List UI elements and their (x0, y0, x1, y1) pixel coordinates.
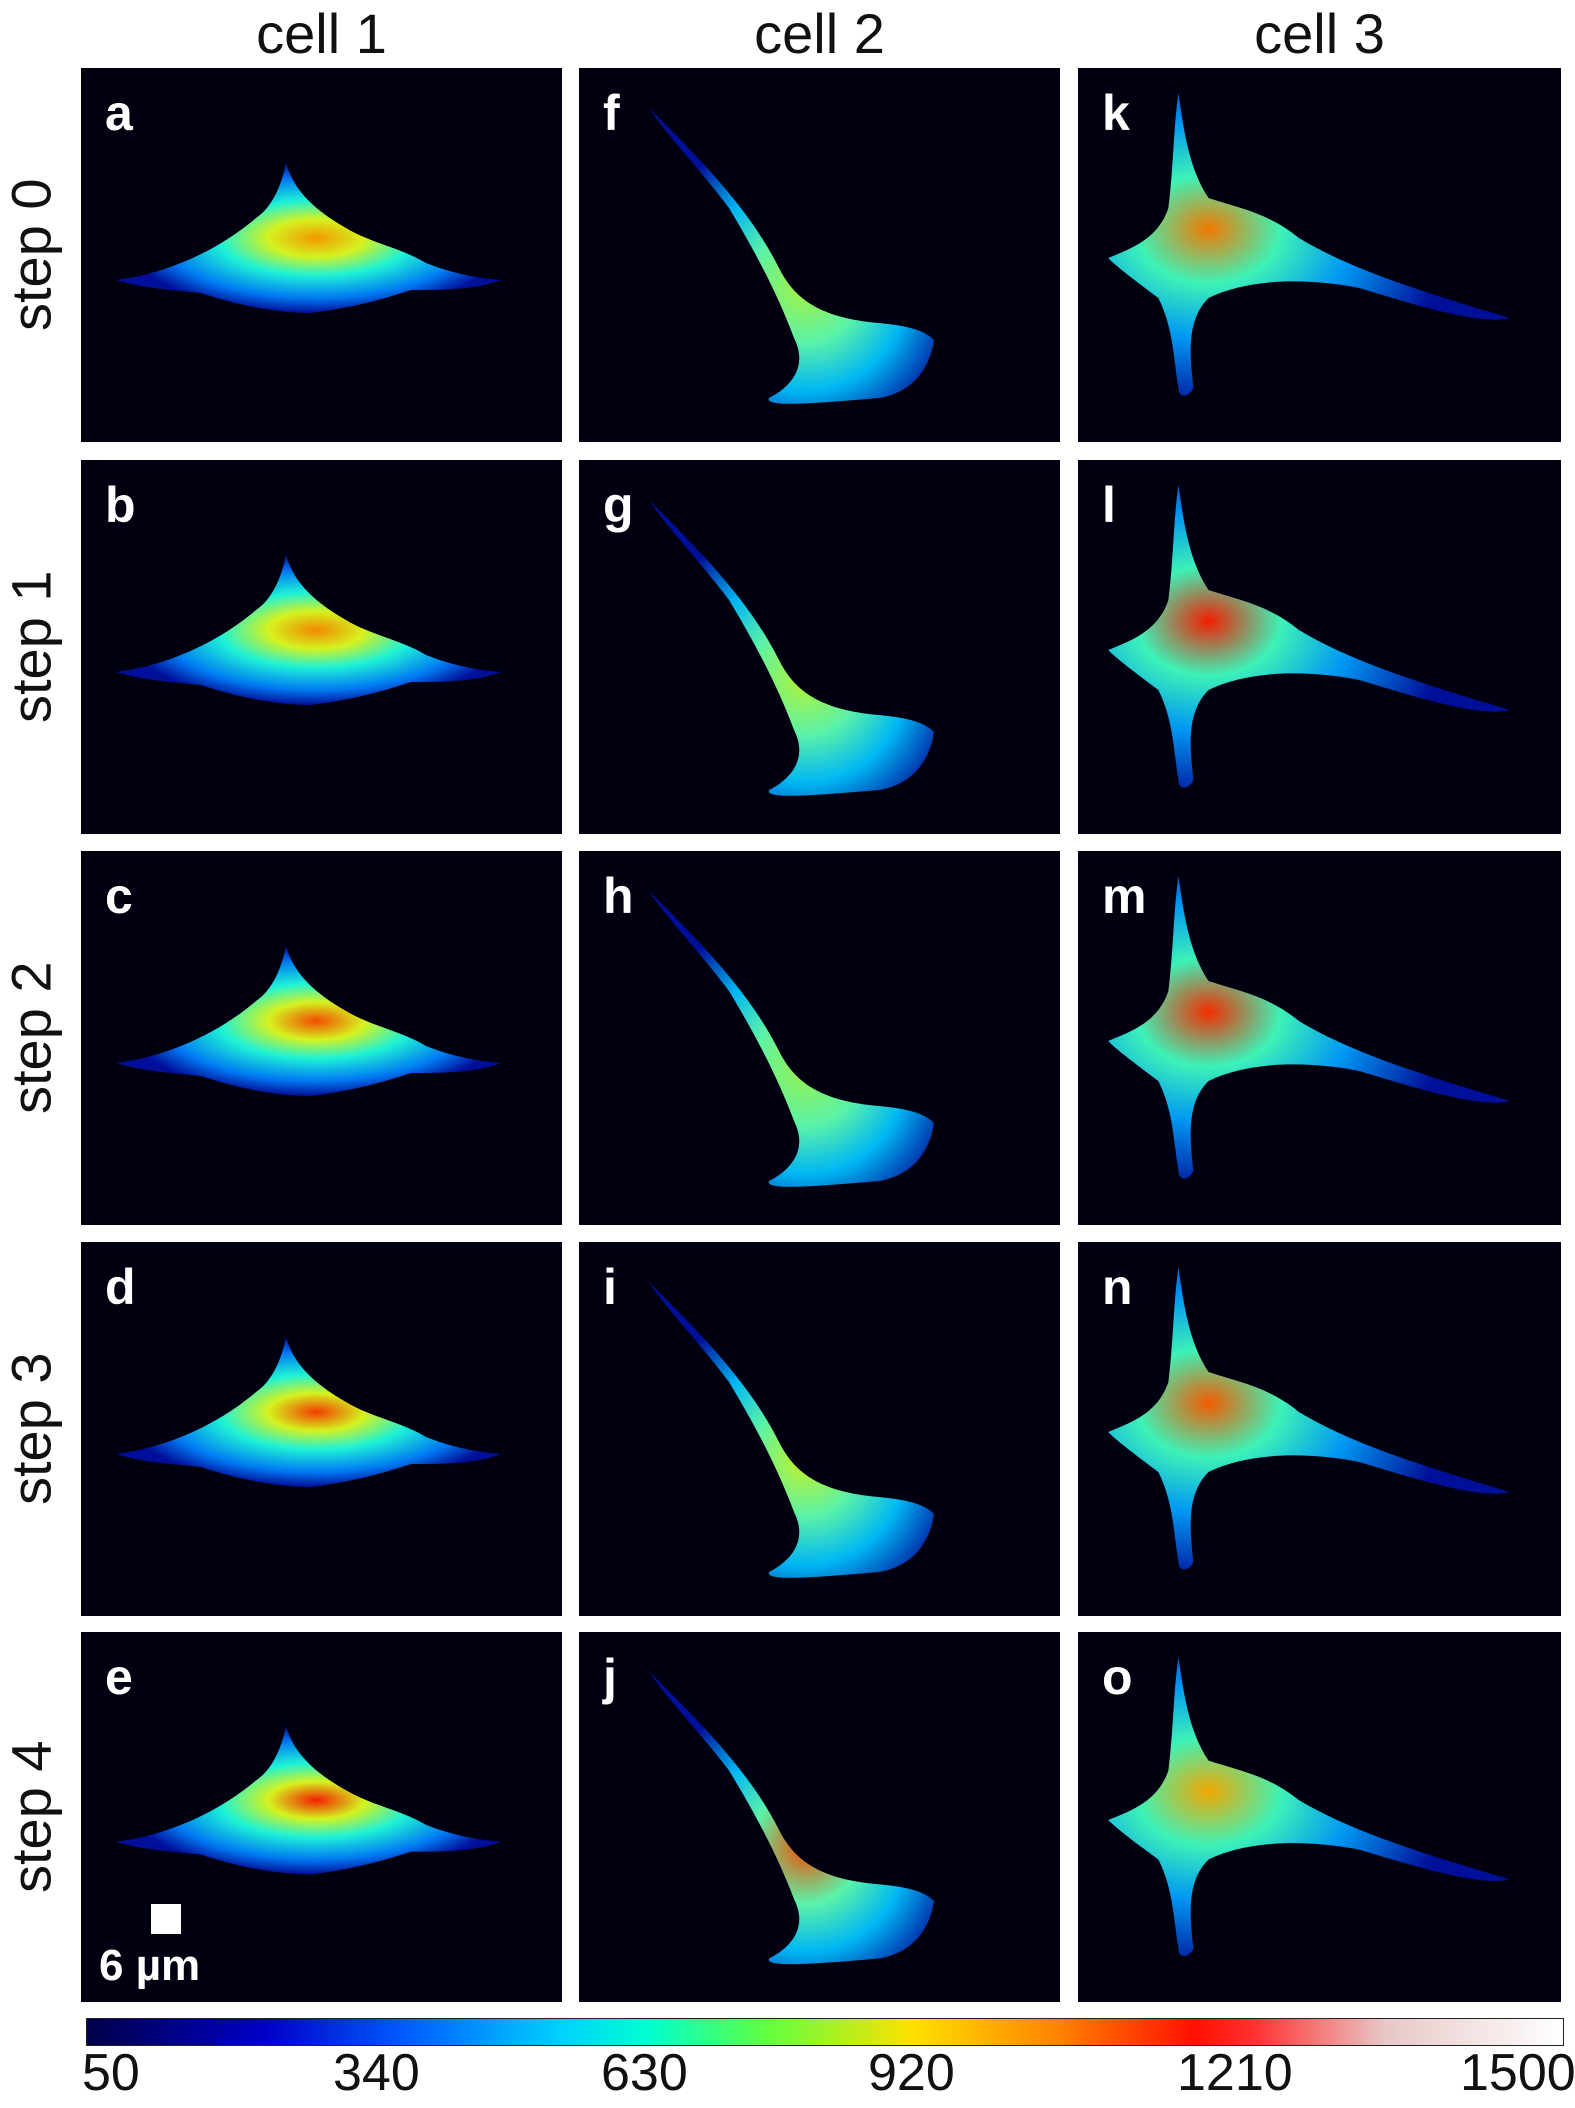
colorbar-tick-label: 50 (82, 2044, 140, 2102)
panel-m: m (1078, 851, 1561, 1225)
row-header-4: step 4 (0, 1740, 63, 1894)
panel-n: n (1078, 1242, 1561, 1616)
panel-label: f (603, 85, 620, 141)
colorbar (86, 2018, 1564, 2046)
colorbar-tick-label: 1210 (1177, 2044, 1293, 2102)
column-header-2: cell 2 (754, 2, 885, 65)
scale-bar (151, 1904, 181, 1934)
cell-fluorescence-image (649, 891, 934, 1187)
row-header-2: step 2 (0, 961, 63, 1115)
cell-fluorescence-image (649, 1671, 934, 1965)
panel-k: k (1078, 68, 1561, 442)
panel-label: g (603, 477, 634, 533)
panel-c: c (81, 851, 562, 1225)
panel-label: b (105, 477, 136, 533)
row-header-1: step 1 (0, 570, 63, 724)
cell-fluorescence-image (1108, 1656, 1510, 1956)
colorbar-tick-label: 920 (868, 2044, 955, 2102)
colorbar-tick-label: 1500 (1460, 2044, 1575, 2102)
column-header-3: cell 3 (1254, 2, 1385, 65)
colorbar-tick-label: 340 (333, 2044, 420, 2102)
cell-fluorescence-image (116, 163, 501, 313)
panel-a: a (81, 68, 562, 442)
cell-fluorescence-image (116, 946, 501, 1096)
panel-label: h (603, 868, 634, 924)
panel-label: m (1102, 868, 1147, 924)
panel-label: a (105, 85, 133, 141)
panel-b: b (81, 460, 562, 834)
row-header-3: step 3 (0, 1352, 63, 1506)
cell-fluorescence-image (116, 1337, 501, 1487)
panel-label: o (1102, 1649, 1133, 1705)
cell-fluorescence-image (649, 500, 934, 796)
cell-fluorescence-image (1108, 485, 1510, 788)
panel-label: l (1102, 477, 1116, 533)
panel-d: d (81, 1242, 562, 1616)
panel-j: j (579, 1632, 1060, 2002)
panel-label: e (105, 1649, 133, 1705)
panel-label: n (1102, 1259, 1133, 1315)
cell-fluorescence-image (116, 1725, 501, 1875)
panel-label: k (1102, 85, 1130, 141)
cell-fluorescence-image (1108, 876, 1510, 1179)
panel-label: j (603, 1649, 617, 1705)
cell-fluorescence-image (1108, 1267, 1510, 1570)
panel-label: d (105, 1259, 136, 1315)
row-header-0: step 0 (0, 178, 63, 332)
cell-fluorescence-image (1108, 93, 1510, 396)
column-header-1: cell 1 (256, 2, 387, 65)
panel-label: c (105, 868, 133, 924)
panel-o: o (1078, 1632, 1561, 2002)
panel-g: g (579, 460, 1060, 834)
cell-fluorescence-image (649, 1282, 934, 1578)
panel-i: i (579, 1242, 1060, 1616)
panel-f: f (579, 68, 1060, 442)
panel-label: i (603, 1259, 617, 1315)
panel-h: h (579, 851, 1060, 1225)
cell-fluorescence-image (649, 108, 934, 404)
scale-bar-label: 6 µm (99, 1941, 201, 1990)
panel-l: l (1078, 460, 1561, 834)
panel-e: e 6 µm (81, 1632, 562, 2002)
colorbar-tick-label: 630 (601, 2044, 688, 2102)
cell-fluorescence-image (116, 555, 501, 705)
